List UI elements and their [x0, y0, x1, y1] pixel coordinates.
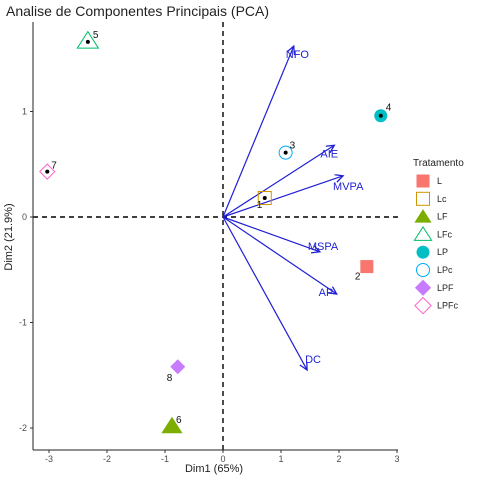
legend-label-l: L — [437, 176, 442, 186]
individual-point-3 — [278, 145, 293, 160]
centroid-dot-3 — [283, 150, 288, 155]
individual-label-3: 3 — [290, 141, 296, 152]
legend-key-lpc — [416, 263, 430, 277]
individual-point-5 — [76, 30, 100, 49]
individual-point-7 — [39, 163, 56, 180]
x-tick-label: -1 — [161, 454, 169, 464]
variable-vector-nfo — [222, 46, 294, 218]
legend-label-lp: LP — [437, 247, 448, 257]
variable-vector-ap — [222, 216, 337, 294]
individual-label-7: 7 — [51, 161, 57, 172]
legend-key-lpf — [414, 279, 432, 296]
y-tick-label: 1 — [22, 107, 27, 117]
individual-label-1: 1 — [257, 200, 263, 211]
individual-point-6 — [161, 416, 183, 434]
legend-key-lc — [416, 191, 430, 206]
axes: -3 -2 -1 0 1 2 3 -2 -1 0 1 — [19, 22, 400, 464]
individual-label-6: 6 — [176, 415, 182, 426]
y-axis-title: Dim2 (21.9%) — [3, 203, 15, 270]
variable-vector-dc — [222, 216, 307, 370]
individual-point-2 — [360, 260, 374, 274]
individual-point-1 — [257, 191, 272, 206]
individual-point-8 — [170, 359, 186, 375]
legend-title: Tratamento — [413, 158, 464, 169]
legend-key-l — [416, 174, 430, 188]
centroid-dot-7 — [45, 169, 50, 174]
variable-vector-mspa — [222, 216, 320, 252]
variable-label-mvpa: MVPA — [333, 181, 364, 193]
x-tick-label: 1 — [278, 454, 283, 464]
individual-label-4: 4 — [386, 103, 392, 114]
x-tick-label: -3 — [45, 454, 53, 464]
legend-key-lfc — [413, 225, 433, 241]
x-tick-label: 3 — [394, 454, 399, 464]
variable-label-dc: DC — [305, 354, 321, 366]
variable-label-mspa: MSPA — [308, 241, 339, 253]
legend-label-lfc: LFc — [437, 229, 453, 239]
x-axis-title: Dim1 (65%) — [185, 463, 243, 475]
x-tick-label: -2 — [103, 454, 111, 464]
individual-label-2: 2 — [355, 272, 361, 283]
variable-vector-aie — [222, 145, 334, 218]
x-tick-label: 0 — [220, 454, 225, 464]
variable-label-nfo: NFO — [286, 49, 310, 61]
variable-label-ap: AP — [319, 287, 334, 299]
legend-key-lp — [416, 245, 430, 259]
individual-label-8: 8 — [167, 373, 173, 384]
chart-title: Analise de Componentes Principais (PCA) — [6, 3, 269, 19]
legend: Tratamento L Lc LF LFc LP LPc LPF LPFc — [413, 158, 464, 315]
legend-key-lpfc — [414, 296, 432, 315]
y-tick-label: 0 — [22, 212, 27, 222]
y-tick-label: -2 — [19, 423, 27, 433]
legend-label-lpc: LPc — [437, 265, 453, 275]
x-tick-label: 2 — [336, 454, 341, 464]
legend-label-lpf: LPF — [437, 283, 454, 293]
individual-label-5: 5 — [93, 30, 99, 41]
legend-label-lf: LF — [437, 212, 448, 222]
variable-label-aie: AIE — [320, 148, 338, 160]
variable-vector-mvpa — [222, 176, 343, 218]
centroid-dot-1 — [262, 196, 267, 201]
plot-area: NFO AIE MVPA MSPA AP DC 1 2 3 4 5 6 7 8 — [33, 22, 398, 450]
legend-label-lc: Lc — [437, 194, 447, 204]
centroid-dot-5 — [85, 39, 90, 44]
legend-key-lf — [414, 209, 432, 223]
centroid-dot-4 — [378, 113, 383, 118]
y-tick-label: -1 — [19, 318, 27, 328]
legend-label-lpfc: LPFc — [437, 301, 459, 311]
